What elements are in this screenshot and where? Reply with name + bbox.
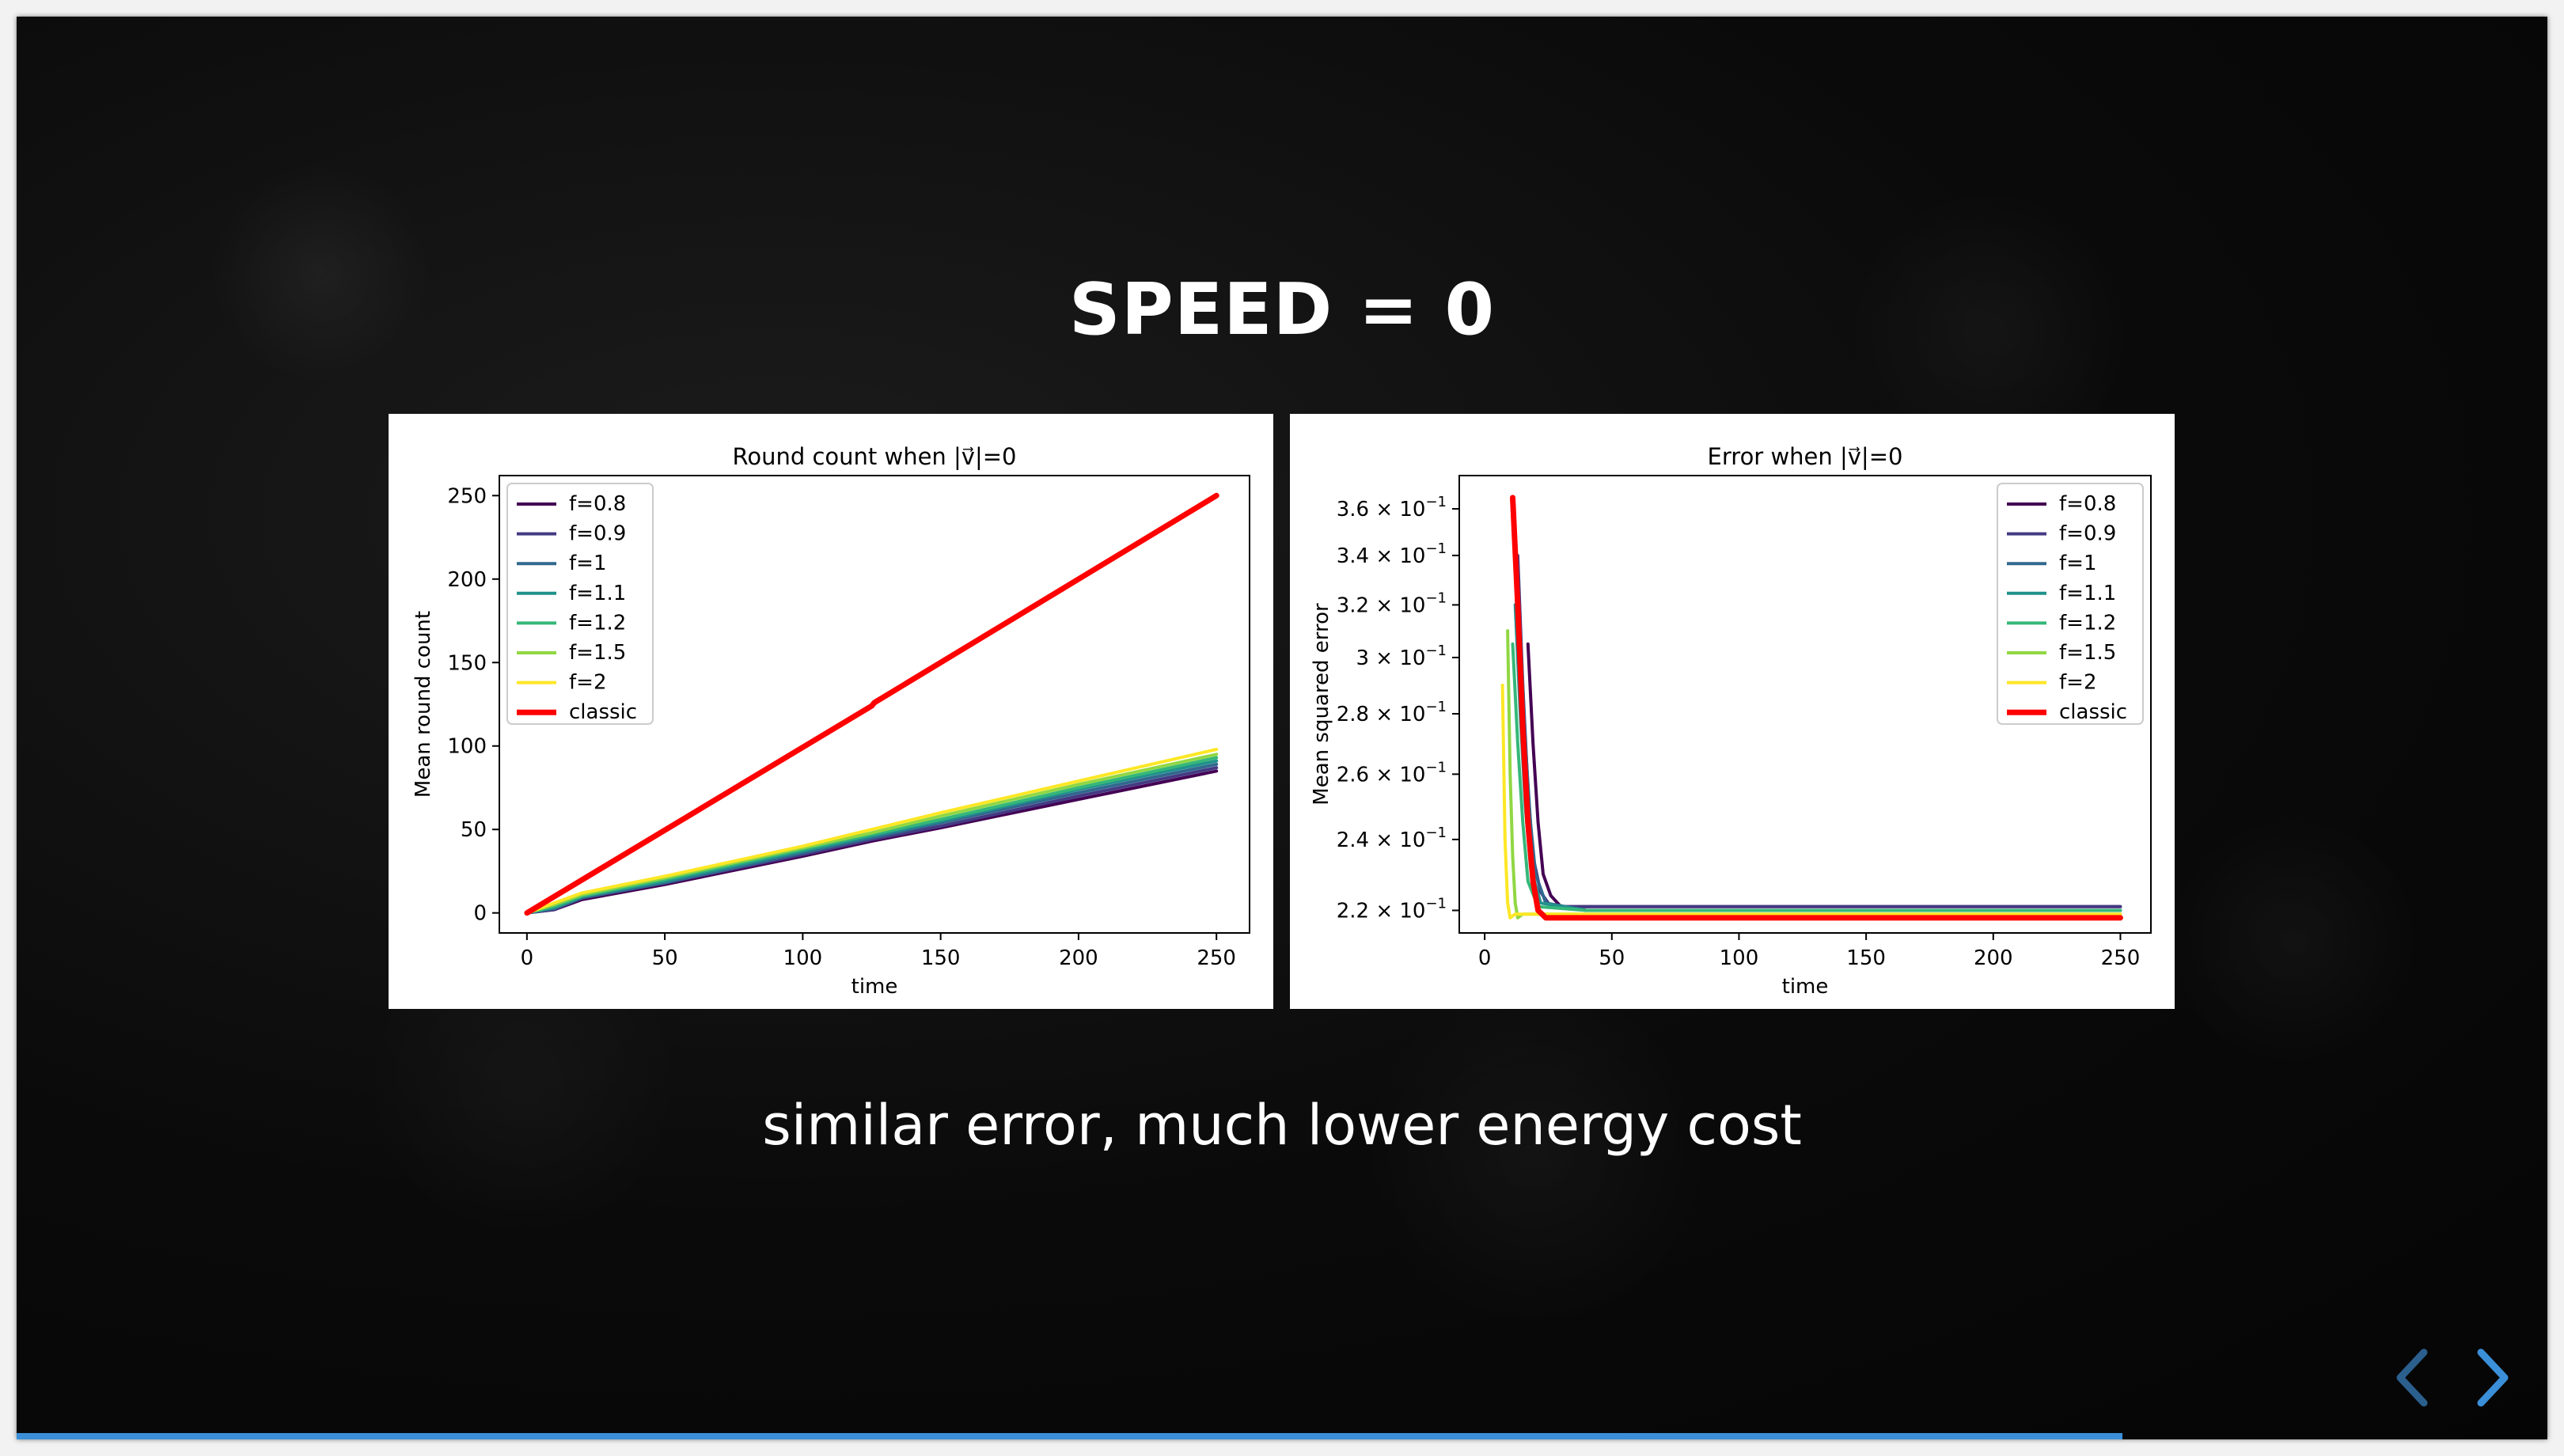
x-tick-label: 250: [1197, 946, 1236, 970]
chart-title: Error when |v⃗|=0: [1708, 443, 1903, 470]
y-axis-label: Mean round count: [412, 611, 435, 798]
legend: f=0.8 f=0.9 f=1 f=1.1 f=1.2 f=1.5 f=2 classic: [506, 483, 654, 725]
y-tick-label: 100: [447, 735, 487, 759]
y-tick-exponent: −1: [1425, 759, 1447, 775]
x-tick-label: 250: [2101, 946, 2141, 970]
legend-label: f=1.5: [569, 641, 626, 665]
y-tick-label: 2.2 × 10−1: [1337, 896, 1447, 923]
x-tick-label: 150: [1846, 946, 1886, 970]
series-line-f=2: [1500, 683, 2122, 919]
x-tick-label: 100: [783, 946, 823, 970]
slide-subtitle: similar error, much lower energy cost: [762, 1093, 1802, 1158]
legend-label: f=1.2: [569, 611, 626, 635]
legend-label: f=0.9: [569, 522, 626, 546]
y-axis-label: Mean squared error: [1310, 603, 1333, 806]
y-tick-label: 200: [447, 568, 487, 592]
y-tick-label: 250: [447, 484, 487, 508]
legend-label: f=1: [569, 552, 606, 575]
x-axis-label: time: [1782, 975, 1829, 999]
series-line-f=2: [525, 748, 1219, 915]
x-tick-label: 50: [1599, 946, 1625, 970]
legend-label: classic: [569, 700, 637, 724]
y-tick-exponent: −1: [1425, 590, 1447, 606]
y-tick-label: 2.8 × 10−1: [1337, 699, 1447, 726]
slide-progress-bar: [17, 1433, 2122, 1439]
legend-label: f=1.2: [2059, 611, 2116, 635]
y-tick-mantissa: 3.2 × 10: [1337, 593, 1426, 617]
y-tick-label: 3.6 × 10−1: [1337, 494, 1447, 521]
round-count-chart-panel: Round count when |v⃗|=0 0 50 100 150 200 250 0 5…: [389, 414, 1273, 1009]
x-tick-label: 50: [652, 946, 678, 970]
error-chart: Error when |v⃗|=0 0 50 100 150 200 250 2.2 × 10…: [1310, 443, 2152, 999]
legend-label: f=1.1: [569, 582, 626, 605]
x-tick-label: 150: [921, 946, 961, 970]
slide-title: SPEED = 0: [1068, 268, 1496, 351]
y-tick-exponent: −1: [1425, 699, 1447, 715]
legend-label: f=1: [2059, 552, 2096, 575]
y-tick-mantissa: 3.6 × 10: [1337, 498, 1426, 521]
x-tick-label: 200: [1974, 946, 2013, 970]
y-tick-label: 150: [447, 651, 487, 675]
series-lines: [524, 492, 1219, 916]
legend-label: f=2: [2059, 671, 2096, 695]
legend-label: f=0.8: [2059, 492, 2116, 516]
x-tick-label: 0: [1478, 946, 1492, 970]
round-count-chart: Round count when |v⃗|=0 0 50 100 150 200 250 0 5…: [412, 443, 1250, 999]
legend-label: f=0.9: [2059, 522, 2116, 546]
legend-label: f=1.1: [2059, 582, 2116, 605]
y-tick-mantissa: 3 × 10: [1356, 646, 1426, 670]
y-tick-label: 3 × 10−1: [1356, 643, 1447, 670]
chart-title: Round count when |v⃗|=0: [732, 443, 1016, 470]
slide: SPEED = 0 Round count when |v⃗|=0 0 50 100 1…: [17, 17, 2547, 1439]
legend-label: classic: [2059, 700, 2127, 724]
series-lines: [1500, 495, 2123, 921]
legend-label: f=1.5: [2059, 641, 2116, 665]
chevron-left-icon: [2396, 1348, 2428, 1407]
y-tick-exponent: −1: [1425, 643, 1447, 659]
error-chart-panel: Error when |v⃗|=0 0 50 100 150 200 250 2.2 × 10…: [1290, 414, 2175, 1009]
y-tick-mantissa: 2.4 × 10: [1337, 828, 1426, 852]
legend: f=0.8 f=0.9 f=1 f=1.1 f=1.2 f=1.5 f=2 classic: [1997, 483, 2144, 725]
chevron-right-icon: [2477, 1348, 2509, 1407]
y-tick-exponent: −1: [1425, 540, 1447, 557]
y-tick-label: 2.6 × 10−1: [1337, 759, 1447, 787]
y-tick-label: 2.4 × 10−1: [1337, 825, 1447, 852]
legend-box: [1997, 483, 2144, 725]
y-tick-label: 50: [461, 818, 487, 842]
y-tick-exponent: −1: [1425, 896, 1447, 912]
legend-label: f=0.8: [569, 492, 626, 516]
y-tick-label: 3.2 × 10−1: [1337, 590, 1447, 617]
y-tick-exponent: −1: [1425, 825, 1447, 841]
series-line-f=1.2: [1511, 642, 2122, 912]
legend-label: f=2: [569, 671, 606, 695]
x-tick-label: 200: [1059, 946, 1098, 970]
y-tick-exponent: −1: [1425, 494, 1447, 510]
next-slide-button[interactable]: [2468, 1346, 2516, 1409]
y-tick-mantissa: 3.4 × 10: [1337, 544, 1426, 568]
y-tick-label: 3.4 × 10−1: [1337, 540, 1447, 568]
series-line-classic: [1510, 495, 2123, 921]
y-tick-mantissa: 2.8 × 10: [1337, 703, 1426, 726]
y-tick-label: 0: [473, 902, 487, 926]
y-tick-mantissa: 2.2 × 10: [1337, 900, 1426, 923]
series-line-classic: [524, 492, 1219, 916]
y-tick-mantissa: 2.6 × 10: [1337, 763, 1426, 787]
x-tick-label: 0: [521, 946, 534, 970]
x-axis-label: time: [852, 975, 898, 999]
previous-slide-button[interactable]: [2389, 1346, 2437, 1409]
x-tick-label: 100: [1720, 946, 1759, 970]
legend-box: [506, 483, 654, 725]
